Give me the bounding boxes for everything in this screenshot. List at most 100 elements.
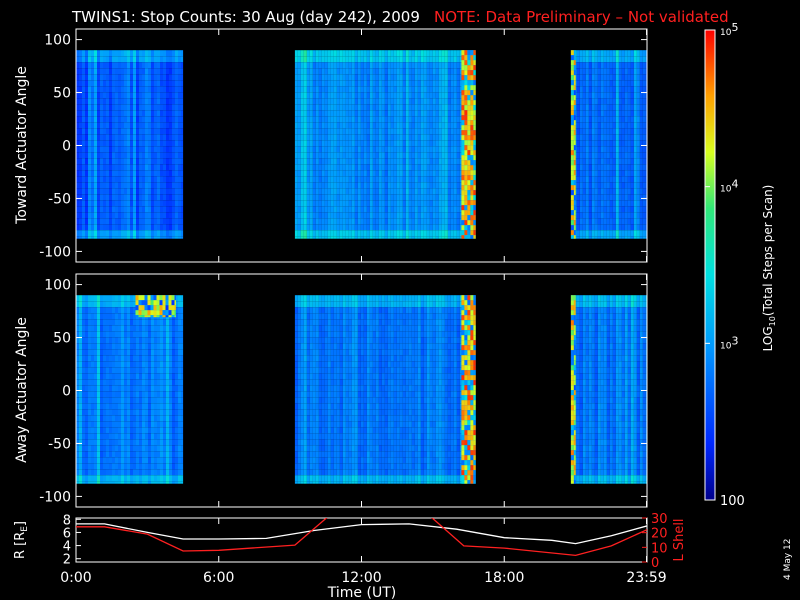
heatmap-cell: [384, 86, 388, 93]
heatmap-cell: [594, 74, 598, 81]
heatmap-cell: [91, 481, 94, 484]
heatmap-cell: [642, 68, 646, 75]
heatmap-cell: [597, 50, 601, 57]
heatmap-cell: [579, 104, 583, 111]
heatmap-cell: [333, 194, 337, 201]
heatmap-cell: [399, 230, 403, 237]
heatmap-cell: [441, 164, 445, 171]
heatmap-cell: [139, 331, 142, 338]
heatmap-cell: [160, 158, 163, 165]
heatmap-cell: [312, 146, 316, 153]
heatmap-hot-cell: [473, 85, 476, 91]
heatmap-cell: [609, 164, 613, 171]
heatmap-cell: [609, 206, 613, 213]
heatmap-cell: [318, 152, 322, 159]
heatmap-cell: [417, 176, 421, 183]
heatmap-cell: [121, 80, 124, 87]
heatmap-cell: [456, 182, 460, 189]
heatmap-cell: [588, 104, 592, 111]
heatmap-cell: [624, 110, 628, 117]
heatmap-cell: [423, 176, 427, 183]
heatmap-cell: [366, 80, 370, 87]
heatmap-cell: [118, 355, 121, 362]
heatmap-cell: [124, 403, 127, 410]
heatmap-cell: [118, 68, 121, 75]
heatmap-cell: [450, 92, 454, 99]
heatmap-cell: [426, 158, 430, 165]
heatmap-cell: [351, 164, 355, 171]
heatmap-cell: [324, 104, 328, 111]
heatmap-cell: [100, 355, 103, 362]
heatmap-cell: [360, 200, 364, 207]
heatmap-cell: [76, 140, 79, 147]
heatmap-cell: [76, 56, 79, 63]
heatmap-cell: [79, 170, 82, 177]
heatmap-cell: [109, 164, 112, 171]
heatmap-cell: [312, 158, 316, 165]
heatmap-cell: [115, 421, 118, 428]
heatmap-cell: [312, 110, 316, 117]
heatmap-cell: [82, 379, 85, 386]
heatmap-cell: [597, 236, 601, 239]
heatmap-cell: [309, 68, 313, 75]
heatmap-cell: [603, 212, 607, 219]
heatmap-cell: [600, 212, 604, 219]
heatmap-cell: [636, 74, 640, 81]
heatmap-cell: [100, 373, 103, 380]
heatmap-cell: [294, 98, 298, 105]
heatmap-cell: [414, 140, 418, 147]
heatmap-cell: [115, 68, 118, 75]
heatmap-hot-cell: [467, 125, 471, 131]
heatmap-cell: [79, 433, 82, 440]
heatmap-cell: [139, 80, 142, 87]
heatmap-cell: [366, 170, 370, 177]
heatmap-cell: [160, 176, 163, 183]
heatmap-cell: [306, 176, 310, 183]
heatmap-cell: [145, 110, 148, 117]
heatmap-cell: [339, 158, 343, 165]
heatmap-cell: [118, 367, 121, 374]
heatmap-cell: [450, 152, 454, 159]
heatmap-cell: [615, 98, 619, 105]
heatmap-cell: [124, 361, 127, 368]
heatmap-cell: [136, 403, 139, 410]
heatmap-cell: [396, 56, 400, 63]
heatmap-hot-cell: [573, 125, 576, 131]
heatmap-cell: [330, 56, 334, 63]
heatmap-cell: [109, 194, 112, 201]
heatmap-cell: [441, 128, 445, 135]
heatmap-cell: [82, 152, 85, 159]
heatmap-cell: [624, 74, 628, 81]
heatmap-cell: [447, 56, 451, 63]
heatmap-cell: [91, 355, 94, 362]
heatmap-cell: [330, 62, 334, 69]
heatmap-cell: [130, 140, 133, 147]
heatmap-cell: [624, 194, 628, 201]
heatmap-cell: [420, 86, 424, 93]
heatmap-cell: [169, 56, 172, 63]
heatmap-cell: [312, 50, 316, 57]
heatmap-cell: [597, 182, 601, 189]
heatmap-cell: [426, 224, 430, 231]
heatmap-cell: [115, 445, 118, 452]
heatmap-cell: [618, 80, 622, 87]
heatmap-cell: [441, 56, 445, 63]
heatmap-cell: [432, 110, 436, 117]
heatmap-cell: [612, 170, 616, 177]
heatmap-cell: [591, 224, 595, 231]
heatmap-cell: [130, 469, 133, 476]
heatmap-cell: [396, 236, 400, 239]
heatmap-cell: [127, 206, 130, 213]
heatmap-cell: [124, 439, 127, 446]
heatmap-cell: [360, 164, 364, 171]
heatmap-cell: [615, 236, 619, 239]
heatmap-cell: [85, 212, 88, 219]
heatmap-cell: [609, 212, 613, 219]
heatmap-cell: [300, 230, 304, 237]
heatmap-cell: [175, 170, 178, 177]
heatmap-cell: [106, 110, 109, 117]
heatmap-cell: [369, 80, 373, 87]
heatmap-cell: [645, 206, 647, 213]
heatmap-cell: [103, 373, 106, 380]
heatmap-hot-cell: [473, 60, 476, 66]
